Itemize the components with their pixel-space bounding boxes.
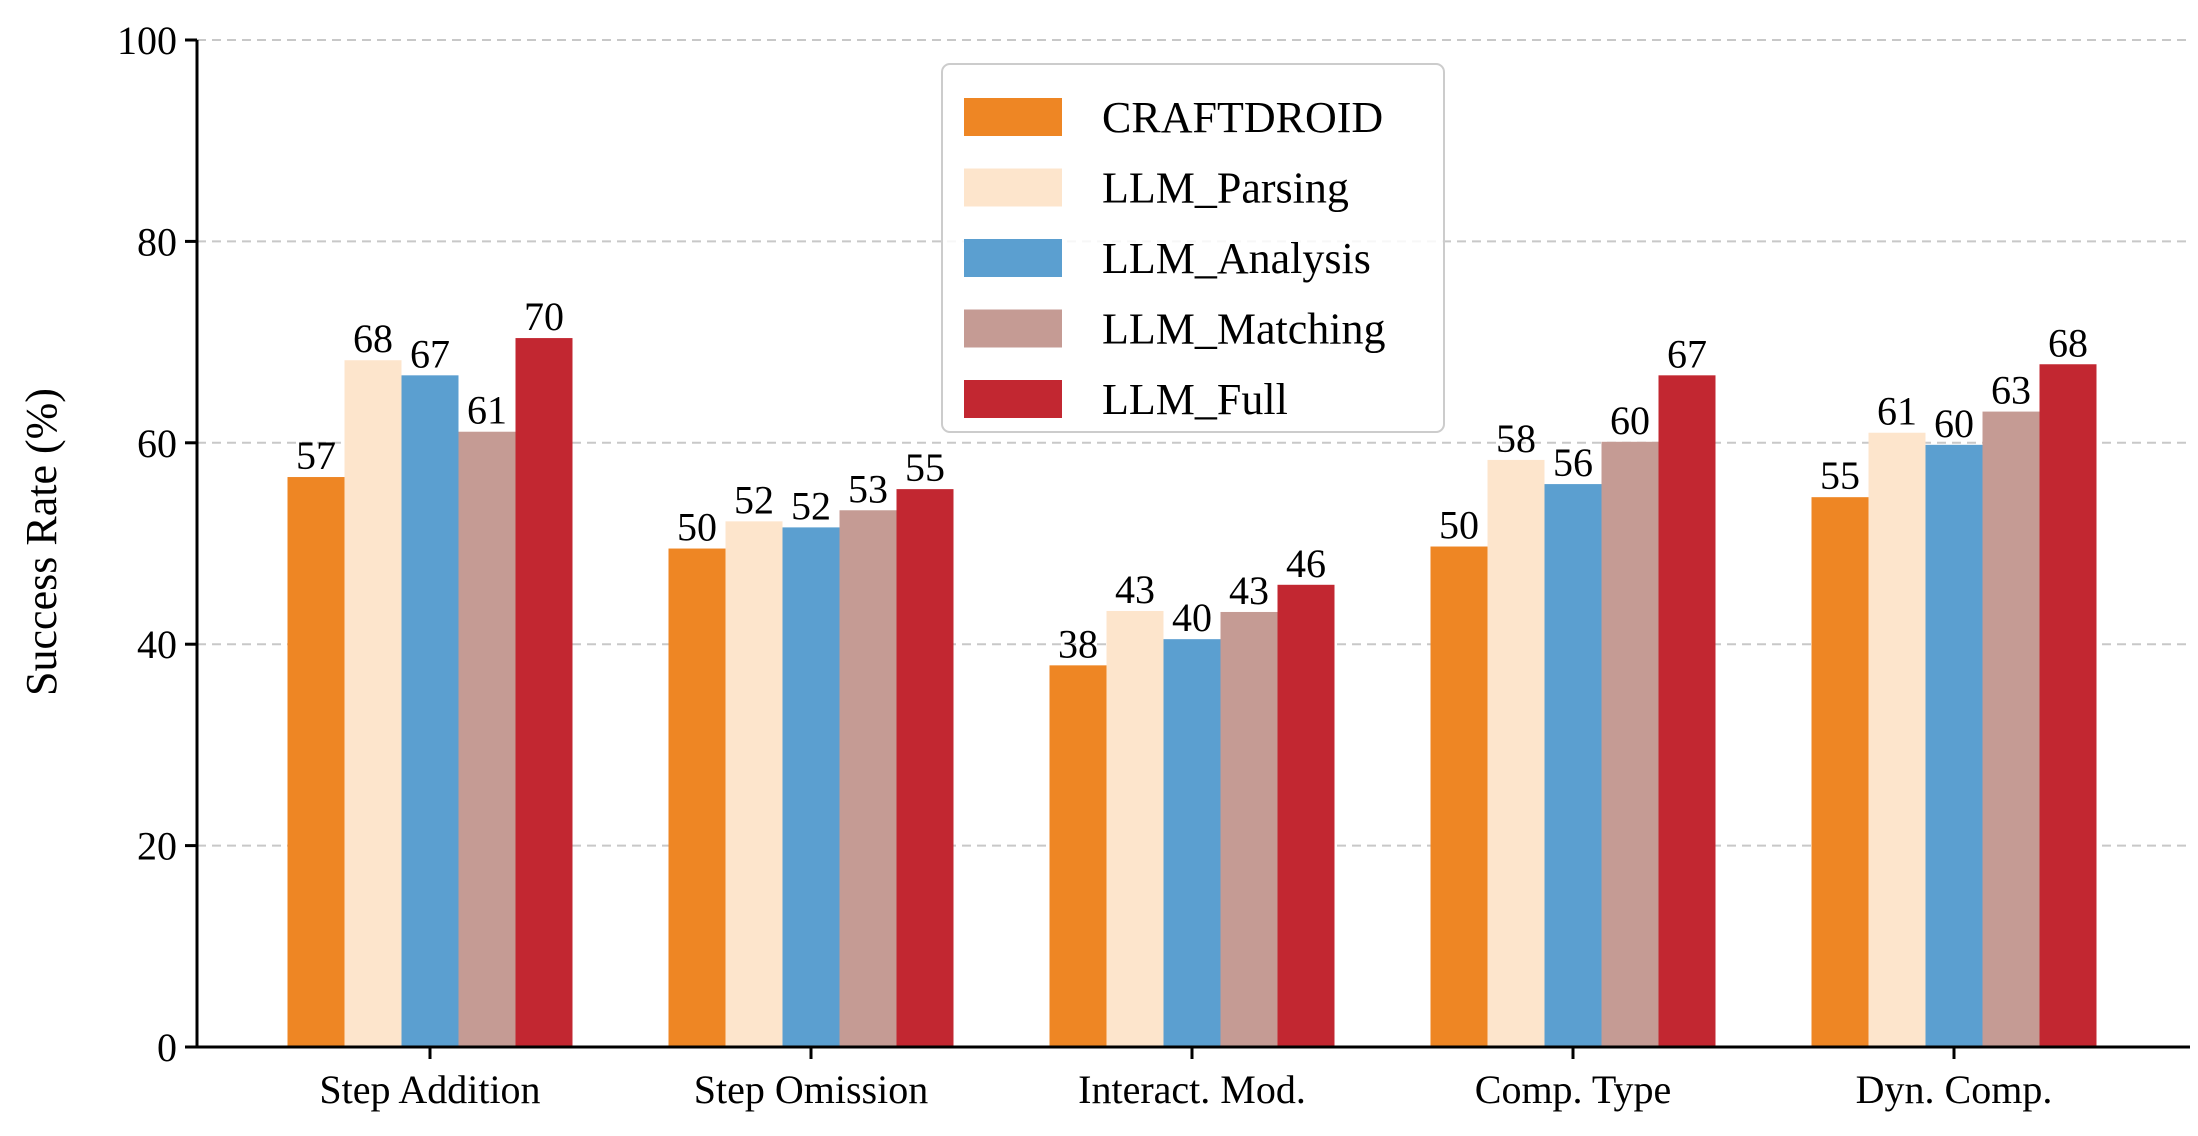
y-tick-label: 80 bbox=[137, 219, 177, 264]
data-label: 52 bbox=[734, 477, 774, 522]
bar bbox=[1049, 665, 1107, 1047]
data-label: 67 bbox=[410, 331, 450, 376]
legend-label: CRAFTDROID bbox=[1102, 93, 1383, 142]
legend-label: LLM_Matching bbox=[1102, 305, 1386, 354]
x-tick-label: Dyn. Comp. bbox=[1856, 1067, 2053, 1112]
bar bbox=[896, 489, 954, 1047]
data-label: 55 bbox=[905, 445, 945, 490]
data-label: 61 bbox=[1877, 389, 1917, 434]
bar bbox=[1106, 610, 1164, 1047]
data-label: 57 bbox=[296, 433, 336, 478]
data-label: 50 bbox=[1439, 503, 1479, 548]
data-label: 38 bbox=[1058, 621, 1098, 666]
bar bbox=[344, 360, 402, 1047]
legend-swatch bbox=[964, 309, 1062, 348]
bar bbox=[1982, 411, 2040, 1047]
data-label: 46 bbox=[1286, 541, 1326, 586]
y-tick-label: 0 bbox=[157, 1025, 177, 1070]
bar bbox=[1220, 611, 1278, 1047]
legend-label: LLM_Analysis bbox=[1102, 234, 1371, 283]
legend-swatch bbox=[964, 168, 1062, 207]
y-tick-label: 40 bbox=[137, 622, 177, 667]
legend-box bbox=[941, 63, 1445, 433]
bar bbox=[1658, 375, 1716, 1047]
bar bbox=[1544, 484, 1602, 1047]
data-label: 68 bbox=[2048, 320, 2088, 365]
bar bbox=[2039, 364, 2097, 1047]
data-label: 58 bbox=[1496, 416, 1536, 461]
data-label: 61 bbox=[467, 388, 507, 433]
bar bbox=[458, 431, 516, 1047]
bar bbox=[1277, 584, 1335, 1047]
legend: CRAFTDROID LLM_Parsing LLM_Analysis LLM_Mat… bbox=[941, 63, 1445, 433]
y-tick-label: 20 bbox=[137, 824, 177, 869]
y-tick-label: 60 bbox=[137, 421, 177, 466]
data-label: 43 bbox=[1229, 568, 1269, 613]
x-tick-label: Step Addition bbox=[319, 1067, 540, 1112]
legend-label: LLM_Parsing bbox=[1102, 164, 1349, 213]
legend-swatch bbox=[964, 380, 1062, 418]
y-axis-title: Success Rate (%) bbox=[17, 388, 66, 696]
y-tick-label: 100 bbox=[117, 18, 177, 63]
bar bbox=[1868, 432, 1926, 1048]
legend-swatch bbox=[964, 98, 1062, 136]
data-label: 53 bbox=[848, 466, 888, 511]
bar bbox=[1487, 459, 1545, 1047]
legend-swatch bbox=[964, 239, 1062, 277]
data-label: 40 bbox=[1172, 595, 1212, 640]
data-label: 60 bbox=[1610, 398, 1650, 443]
data-label: 60 bbox=[1934, 401, 1974, 446]
bar bbox=[1601, 441, 1659, 1048]
data-label: 70 bbox=[524, 294, 564, 339]
bar bbox=[1163, 639, 1221, 1047]
x-tick-label: Comp. Type bbox=[1475, 1067, 1671, 1112]
data-label: 67 bbox=[1667, 331, 1707, 376]
data-label: 55 bbox=[1820, 453, 1860, 498]
bar bbox=[668, 548, 726, 1047]
bar bbox=[1811, 497, 1869, 1048]
bars-layer bbox=[287, 338, 2097, 1048]
bar bbox=[782, 527, 840, 1047]
data-label: 56 bbox=[1553, 440, 1593, 485]
data-label: 50 bbox=[677, 505, 717, 550]
bar bbox=[839, 510, 897, 1047]
x-tick-label: Step Omission bbox=[694, 1067, 928, 1112]
bar bbox=[515, 338, 573, 1047]
bar bbox=[287, 477, 345, 1048]
data-label: 63 bbox=[1991, 368, 2031, 413]
legend-label: LLM_Full bbox=[1102, 375, 1288, 424]
bar bbox=[1925, 444, 1983, 1048]
axes-layer: Success Rate (%) 0 20 40 60 80 100 Step Additi… bbox=[17, 18, 2190, 1112]
data-labels-layer: 57 68 67 61 70 50 52 52 53 55 38 43 40 43 46 50 58 56 60 67… bbox=[296, 294, 2088, 666]
x-tick-label: Interact. Mod. bbox=[1078, 1067, 1306, 1112]
bar bbox=[1430, 546, 1488, 1047]
data-label: 43 bbox=[1115, 567, 1155, 612]
data-label: 68 bbox=[353, 316, 393, 361]
data-label: 52 bbox=[791, 483, 831, 528]
bar bbox=[725, 521, 783, 1047]
bar bbox=[401, 375, 459, 1047]
